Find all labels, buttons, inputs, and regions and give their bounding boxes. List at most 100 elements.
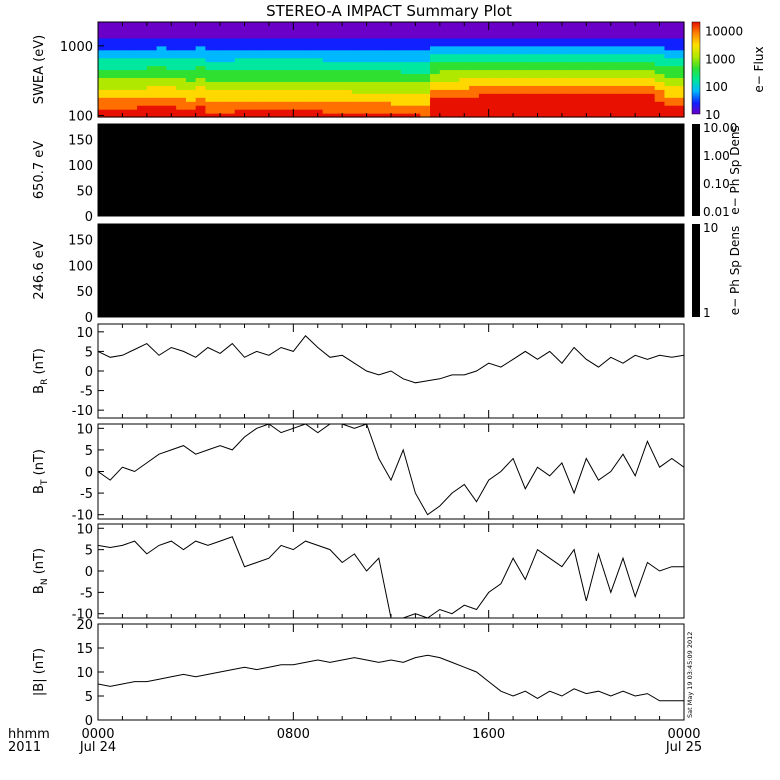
spectrogram-cell bbox=[635, 81, 646, 86]
spectrogram-cell bbox=[547, 45, 558, 51]
spectrogram-cell bbox=[635, 85, 646, 90]
spectrogram-cell bbox=[332, 53, 343, 59]
spectrogram-cell bbox=[98, 101, 109, 106]
spectrogram-cell bbox=[557, 57, 568, 63]
spectrogram-cell bbox=[117, 77, 128, 82]
phase-density-colorbar: 101 e− Ph Sp Dens bbox=[692, 221, 742, 320]
spectrogram-cell bbox=[654, 53, 666, 59]
spectrogram-cell bbox=[498, 69, 509, 75]
spectrogram-cell bbox=[244, 25, 255, 31]
spectrogram-cell bbox=[400, 49, 412, 55]
spectrogram-cell bbox=[391, 105, 402, 110]
spectrogram-cell bbox=[605, 105, 617, 110]
spectrogram-cell bbox=[596, 57, 607, 63]
spectrogram-cell bbox=[117, 65, 128, 71]
spectrogram-cell bbox=[98, 81, 109, 86]
spectrogram-cell bbox=[664, 53, 675, 59]
spectrogram-cell bbox=[195, 77, 207, 82]
spectrogram-cell bbox=[117, 69, 128, 75]
y-axis-label-main: B bbox=[32, 485, 47, 494]
spectrogram-cell bbox=[557, 93, 568, 98]
spectrogram-cell bbox=[625, 77, 636, 82]
y-tick-label: -5 bbox=[80, 385, 93, 400]
spectrogram-cell bbox=[117, 73, 128, 79]
spectrogram-cell bbox=[449, 73, 460, 79]
spectrogram-cell bbox=[615, 93, 626, 98]
spectrogram-cell bbox=[303, 45, 314, 51]
spectrogram-cell bbox=[469, 93, 480, 98]
spectrogram-cell bbox=[644, 109, 656, 114]
spectrogram-cell bbox=[566, 73, 578, 79]
spectrogram-cell bbox=[342, 25, 353, 31]
spectrogram-cell bbox=[166, 65, 177, 71]
spectrogram-cell bbox=[527, 29, 539, 35]
spectrogram-cell bbox=[517, 73, 529, 79]
spectrogram-cell bbox=[146, 41, 158, 47]
panel-frame bbox=[97, 623, 685, 721]
spectrogram-cell bbox=[478, 105, 490, 110]
spectrogram-cell bbox=[283, 85, 294, 90]
spectrogram-cell bbox=[351, 57, 363, 63]
spectrogram-cell bbox=[371, 33, 382, 39]
spectrogram-cell bbox=[224, 73, 236, 79]
spectrogram-cell bbox=[508, 69, 519, 75]
spectrogram-cell bbox=[644, 97, 656, 102]
spectrogram-cell bbox=[215, 109, 226, 114]
spectrogram-cell bbox=[459, 29, 470, 35]
spectrogram-cell bbox=[586, 69, 597, 75]
spectrogram-cell bbox=[557, 69, 568, 75]
spectrogram-cell bbox=[332, 89, 343, 94]
x-tick-label: 0800 bbox=[277, 727, 310, 742]
spectrogram-cell bbox=[342, 45, 353, 51]
y-axis-label-main: B bbox=[32, 585, 47, 594]
spectrogram-cell bbox=[410, 81, 421, 86]
spectrogram-cell bbox=[312, 97, 324, 102]
spectrogram-cell bbox=[576, 61, 587, 67]
spectrogram-cell bbox=[674, 101, 685, 106]
spectrogram-cell bbox=[156, 109, 167, 114]
spectrogram-cell bbox=[244, 22, 255, 27]
spectrogram-cell bbox=[644, 53, 656, 59]
spectrogram-cell bbox=[400, 81, 412, 86]
spectrogram-cell bbox=[508, 109, 519, 114]
spectrogram-cell bbox=[332, 33, 343, 39]
spectrogram-cell bbox=[469, 25, 480, 31]
spectrogram-cell bbox=[469, 77, 480, 82]
spectrogram-cell bbox=[557, 73, 568, 79]
spectrogram-cell bbox=[312, 45, 324, 51]
spectrogram-cell bbox=[478, 69, 490, 75]
spectrogram-cell bbox=[381, 22, 392, 27]
spectrogram-cell bbox=[635, 105, 646, 110]
spectrogram-cell bbox=[400, 77, 412, 82]
spectrogram-cell bbox=[342, 101, 353, 106]
spectrogram-cell bbox=[381, 49, 392, 55]
spectrogram-cell bbox=[381, 77, 392, 82]
spectrogram-cell bbox=[322, 41, 333, 47]
spectrogram-cell bbox=[517, 33, 529, 39]
spectrogram-cell bbox=[586, 29, 597, 35]
colorbar-label: e− Ph Sp Dens bbox=[728, 125, 742, 214]
spectrogram-cell bbox=[185, 49, 197, 55]
spectrogram-cell bbox=[566, 85, 578, 90]
spectrogram-cell bbox=[156, 22, 167, 27]
spectrogram-cell bbox=[449, 85, 460, 90]
spectrogram-cell bbox=[586, 101, 597, 106]
spectrogram-cell bbox=[459, 81, 470, 86]
spectrogram-cell bbox=[488, 41, 500, 47]
spectrogram-cell bbox=[371, 101, 382, 106]
spectrogram-cell bbox=[430, 22, 441, 27]
spectrogram-cell bbox=[215, 53, 226, 59]
spectrogram-cell bbox=[605, 53, 617, 59]
spectrogram-cell bbox=[332, 109, 343, 114]
spectrogram-cell bbox=[107, 57, 119, 63]
spectrogram-cell bbox=[107, 69, 119, 75]
spectrogram-cell bbox=[410, 25, 421, 31]
spectrogram-cell bbox=[664, 61, 675, 67]
spectrogram-cell bbox=[215, 97, 226, 102]
spectrogram-cell bbox=[176, 29, 187, 35]
spectrogram-cell bbox=[195, 109, 207, 114]
spectrogram-cell bbox=[644, 77, 656, 82]
spectrogram-cell bbox=[527, 49, 539, 55]
spectrogram-cell bbox=[644, 93, 656, 98]
spectrogram-cell bbox=[664, 77, 675, 82]
